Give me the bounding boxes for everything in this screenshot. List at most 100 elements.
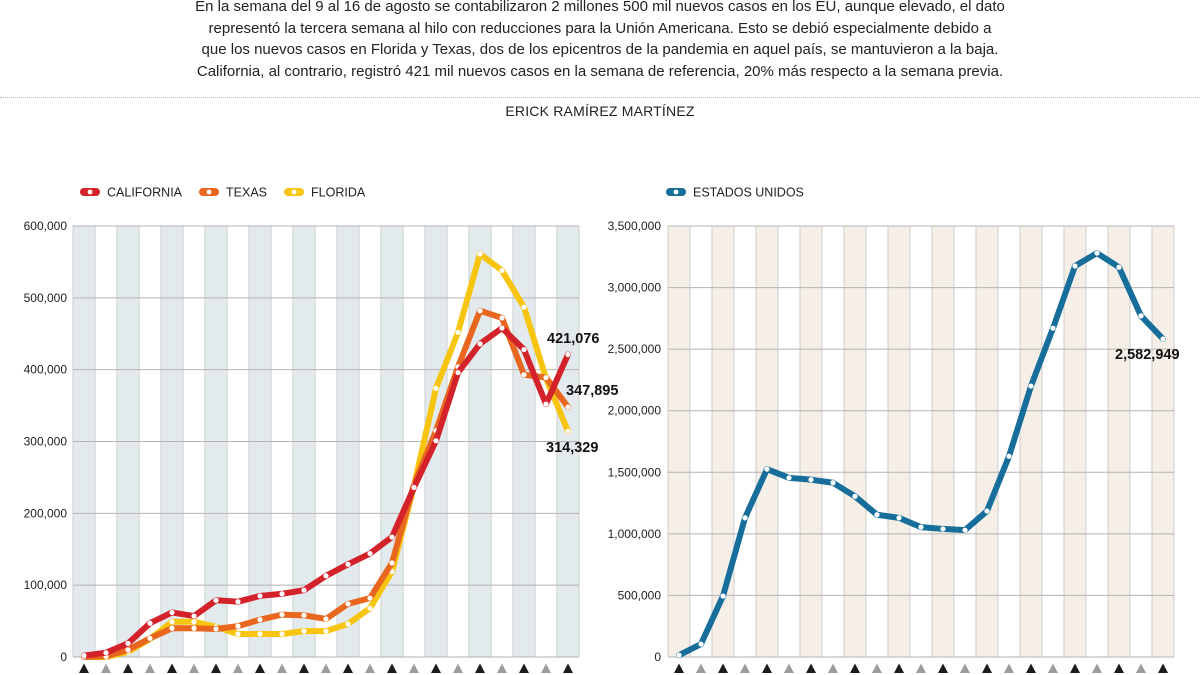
week-marker-triangle <box>211 663 221 673</box>
florida-point <box>191 619 197 625</box>
column-band <box>712 226 734 657</box>
estados-unidos-point <box>676 652 682 658</box>
florida-point <box>235 631 241 637</box>
florida-point <box>257 631 263 637</box>
california-point <box>455 369 461 376</box>
florida-point <box>477 251 483 257</box>
y-tick-label: 100,000 <box>24 578 68 592</box>
week-marker-triangle <box>409 663 419 673</box>
y-tick-label: 400,000 <box>24 363 68 377</box>
week-marker-triangle <box>718 663 728 673</box>
column-band <box>888 226 910 657</box>
california-value-label: 421,076 <box>547 331 599 347</box>
estados-unidos-point <box>742 515 748 521</box>
texas-point <box>323 616 329 622</box>
week-marker-triangle <box>740 663 750 673</box>
california-point <box>521 346 527 353</box>
estados-unidos-point <box>720 593 726 599</box>
y-tick-label: 0 <box>654 650 661 664</box>
estados-unidos-point <box>1138 313 1144 319</box>
estados-unidos-point <box>1072 263 1078 269</box>
california-point <box>323 573 329 579</box>
florida-point <box>301 628 307 634</box>
column-band <box>1020 226 1042 657</box>
y-tick-label: 1,500,000 <box>608 465 662 479</box>
california-point <box>477 341 483 347</box>
texas-point <box>257 617 263 623</box>
week-marker-triangle <box>674 663 684 673</box>
week-marker-triangle <box>828 663 838 673</box>
column-band <box>976 226 998 657</box>
california-point <box>257 593 263 599</box>
california-point <box>543 401 549 407</box>
week-marker-triangle <box>101 663 111 673</box>
texas-point <box>147 635 153 641</box>
estados-unidos-point <box>808 477 814 483</box>
week-marker-triangle <box>1026 663 1036 673</box>
us-weekly-cases-chart: 0 500,000 1,000,000 1,500,000 2,000,000 2,500… <box>608 186 1180 673</box>
week-marker-triangle <box>79 663 89 673</box>
week-marker-triangle <box>762 663 772 673</box>
california-point <box>367 550 373 557</box>
y-tick-label: 3,500,000 <box>608 219 662 233</box>
texas-point <box>279 612 285 618</box>
intro-line: California, al contrario, registró 421 m… <box>196 62 1004 80</box>
texas-point <box>367 595 373 601</box>
y-tick-label: 600,000 <box>24 219 68 233</box>
florida-point <box>521 304 527 310</box>
california-point <box>499 325 505 331</box>
column-band <box>844 226 866 657</box>
estados-unidos-point <box>1160 336 1166 342</box>
week-marker-triangle <box>850 663 860 673</box>
week-marker-triangle <box>938 663 948 673</box>
texas-point <box>125 647 131 653</box>
florida-point <box>345 621 351 627</box>
florida-point <box>433 385 439 391</box>
y-tick-label: 2,500,000 <box>608 342 662 356</box>
estados-unidos-point <box>830 480 836 486</box>
week-marker-triangle <box>563 663 573 673</box>
week-marker-triangle <box>1158 663 1168 673</box>
texas-value-label: 347,895 <box>566 383 618 399</box>
week-marker-triangle <box>167 663 177 673</box>
texas-point <box>235 623 241 629</box>
intro-line: En la semana del 9 al 16 de agosto se co… <box>195 0 1005 15</box>
y-tick-label: 300,000 <box>24 435 68 449</box>
texas-point <box>521 372 527 378</box>
week-marker-triangle <box>784 663 794 673</box>
legend-item-estados-unidos: ESTADOS UNIDOS <box>666 186 804 200</box>
florida-value-label: 314,329 <box>546 440 598 456</box>
california-point <box>103 650 109 656</box>
estados-unidos-point <box>698 641 704 647</box>
column-band <box>1152 226 1174 657</box>
column-band <box>1108 226 1130 657</box>
legend-label: CALIFORNIA <box>107 186 183 200</box>
estados-unidos-line <box>676 250 1166 659</box>
estados-unidos-point <box>984 508 990 514</box>
texas-line <box>81 307 571 660</box>
week-marker-triangle <box>806 663 816 673</box>
florida-point <box>169 619 175 625</box>
legend-item-california: CALIFORNIA <box>80 186 183 200</box>
week-marker-triangle <box>299 663 309 673</box>
california-point <box>81 652 87 659</box>
texas-point <box>543 374 549 381</box>
california-point <box>301 587 307 593</box>
column-band <box>800 226 822 657</box>
byline: ERICK RAMÍREZ MARTÍNEZ <box>505 103 695 119</box>
week-marker-triangle <box>696 663 706 673</box>
week-marker-triangle <box>343 663 353 673</box>
week-marker-triangle <box>982 663 992 673</box>
legend-swatch-dot <box>87 189 93 195</box>
legend-label: TEXAS <box>226 186 267 200</box>
texas-point <box>477 308 483 314</box>
estados-unidos-point <box>896 515 902 521</box>
legend-label: FLORIDA <box>311 186 366 200</box>
y-tick-label: 200,000 <box>24 506 68 520</box>
estados-unidos-point <box>852 493 858 499</box>
week-marker-triangle <box>1136 663 1146 673</box>
texas-point <box>389 560 395 566</box>
texas-point <box>565 404 571 410</box>
legend-swatch-dot <box>673 189 679 195</box>
